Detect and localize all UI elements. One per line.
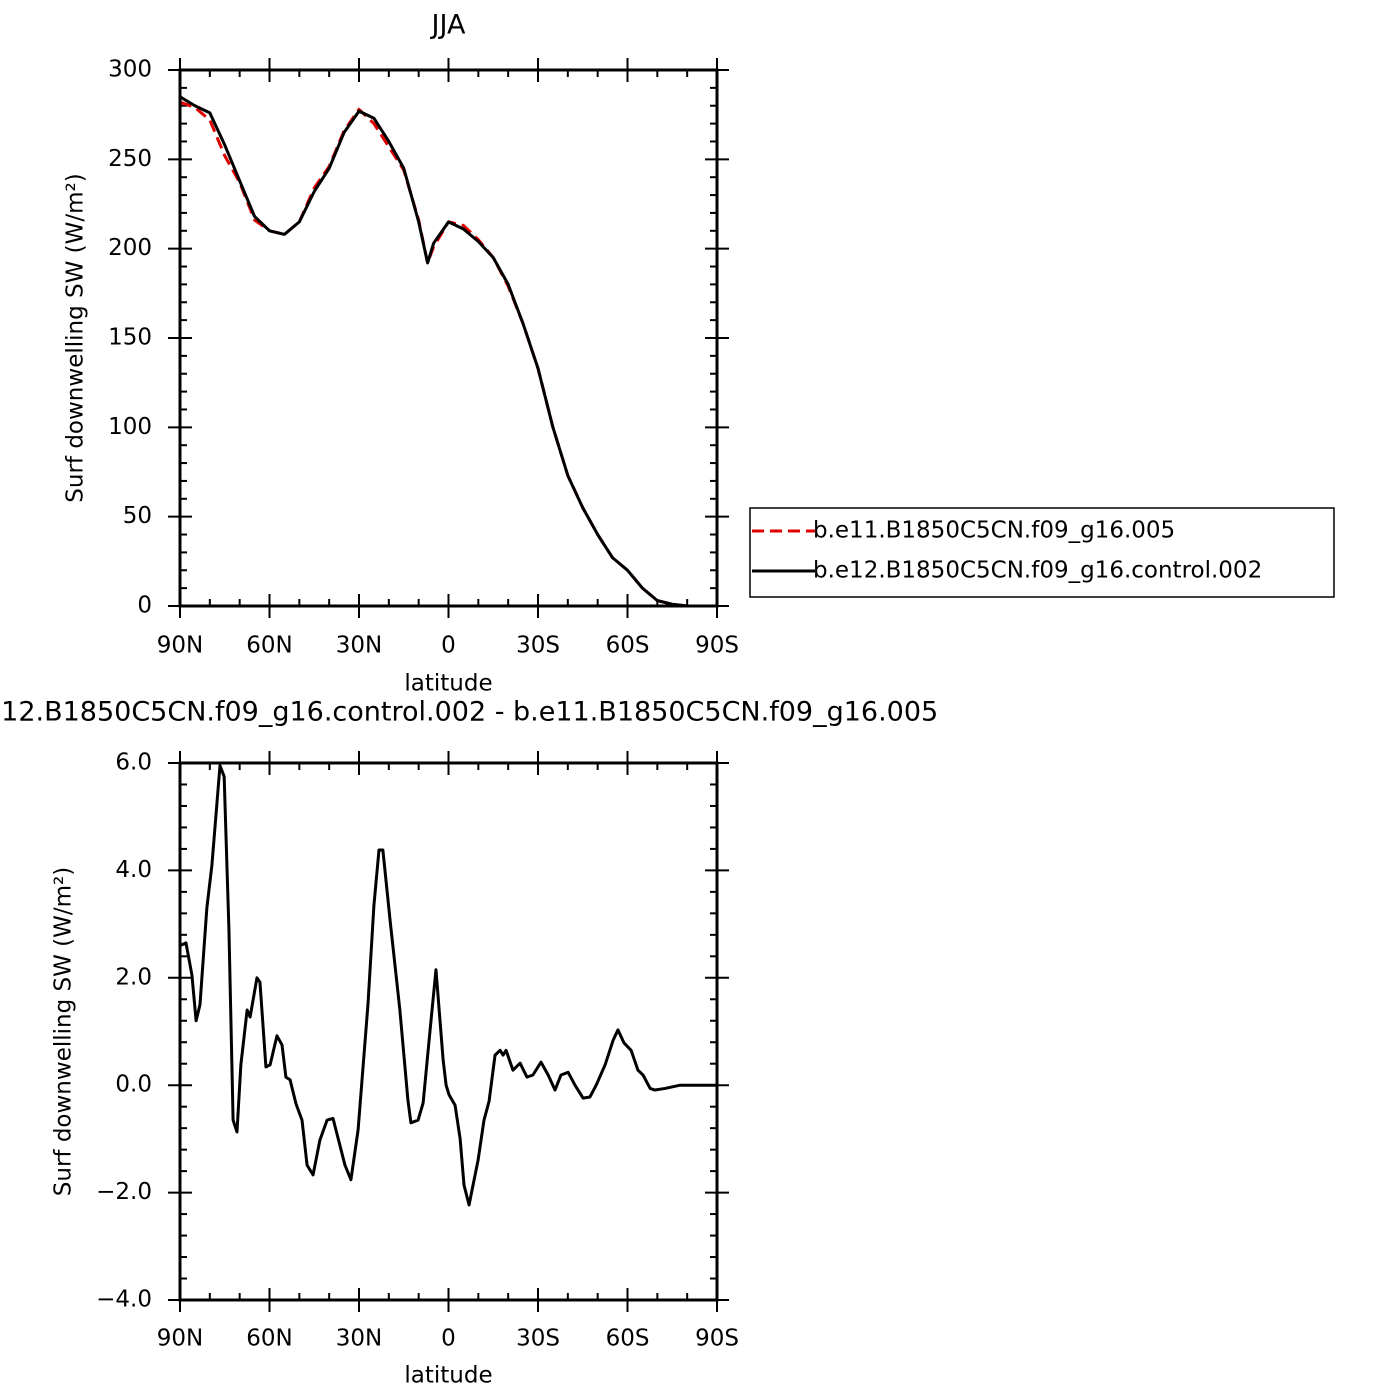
x-tick-label: 30N (336, 633, 382, 659)
x-tick-label: 90S (695, 633, 739, 659)
legend-label: b.e11.B1850C5CN.f09_g16.005 (813, 518, 1175, 544)
legend-label: b.e12.B1850C5CN.f09_g16.control.002 (813, 558, 1262, 584)
x-tick-label: 60S (606, 633, 650, 659)
panel: JJA 0 50 100 150 200 250 300 90N 60N 30N 0 30S 60S 90S… (63, 10, 1335, 697)
x-tick-label: 0 (441, 1326, 456, 1352)
x-axis-label: latitude (404, 1363, 492, 1389)
x-tick-label: 60S (606, 1326, 650, 1352)
data-line (179, 100, 717, 608)
y-tick-label: 150 (108, 325, 152, 351)
y-tick-label: 200 (108, 235, 152, 261)
y-axis-label: Surf downwelling SW (W/m²) (51, 867, 77, 1196)
x-tick-label: 30S (516, 1326, 560, 1352)
x-tick-label: 30N (336, 1326, 382, 1352)
y-tick-label: −2.0 (96, 1179, 152, 1205)
chart-title: b.e12.B1850C5CN.f09_g16.control.002 - b.… (0, 697, 938, 728)
x-tick-label: 30S (516, 633, 560, 659)
x-tick-label: 90N (157, 633, 203, 659)
x-tick-label: 90S (695, 1326, 739, 1352)
plot-frame (178, 761, 719, 1302)
x-tick-label: 90N (157, 1326, 203, 1352)
x-tick-label: 0 (441, 633, 456, 659)
panel: b.e12.B1850C5CN.f09_g16.control.002 - b.… (0, 697, 938, 1389)
y-tick-label: −4.0 (96, 1287, 152, 1313)
y-tick-label: 2.0 (115, 964, 152, 990)
chart-title: JJA (430, 10, 466, 41)
x-tick-label: 60N (246, 1326, 292, 1352)
data-line (179, 95, 717, 608)
y-tick-label: 0 (137, 593, 152, 619)
y-tick-label: 6.0 (115, 750, 152, 776)
x-axis-label: latitude (404, 671, 492, 697)
x-tick-label: 60N (246, 633, 292, 659)
legend: b.e11.B1850C5CN.f09_g16.005 b.e12.B1850C5… (749, 507, 1335, 598)
data-line (179, 764, 717, 1207)
y-tick-label: 4.0 (115, 857, 152, 883)
y-tick-label: 50 (123, 503, 152, 529)
y-tick-label: 100 (108, 414, 152, 440)
plot-frame (178, 68, 719, 608)
y-axis-label: Surf downwelling SW (W/m²) (63, 173, 89, 502)
y-tick-label: 300 (108, 57, 152, 83)
y-tick-label: 250 (108, 146, 152, 172)
y-tick-label: 0.0 (115, 1072, 152, 1098)
legend-box (749, 507, 1335, 598)
